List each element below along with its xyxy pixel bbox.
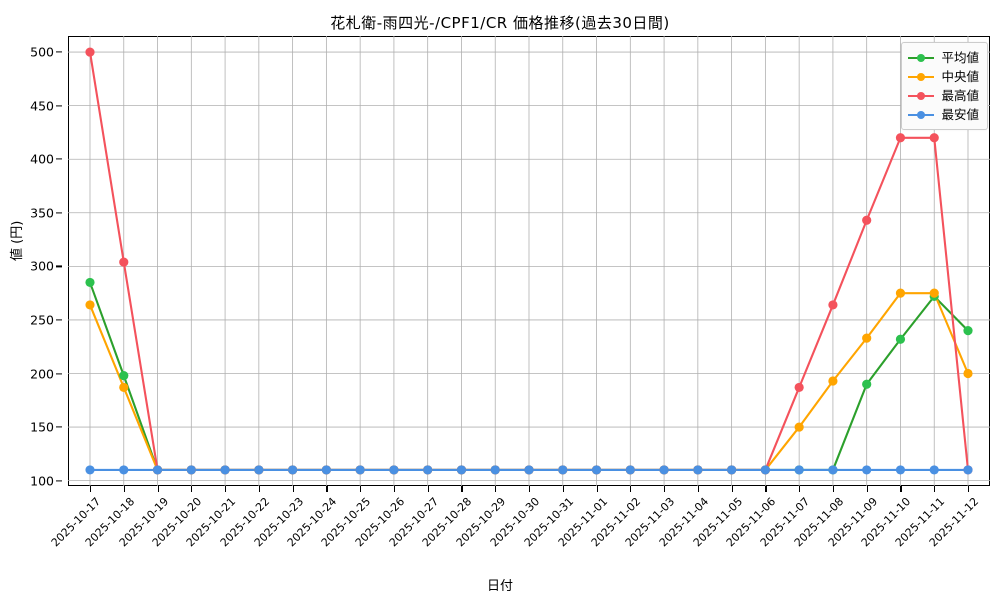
legend-item-4[interactable]: 最安値 xyxy=(908,105,979,124)
x-tick-mark xyxy=(191,486,193,492)
y-tick-mark xyxy=(56,426,62,428)
y-tick-mark xyxy=(56,105,62,107)
y-axis-ticks: 100 150 200 250 300 350 400 450 500 xyxy=(0,36,62,489)
x-tick-mark xyxy=(360,486,362,492)
x-tick-mark xyxy=(326,486,328,492)
y-tick-mark xyxy=(56,158,62,160)
y-tick-mark xyxy=(56,372,62,375)
y-tick-label: 150 xyxy=(30,419,54,435)
legend-item-1[interactable]: 平均値 xyxy=(908,48,979,67)
legend-marker-icon xyxy=(908,90,935,102)
x-tick-mark xyxy=(90,486,92,492)
x-tick-mark xyxy=(225,486,227,492)
y-tick-label: 500 xyxy=(30,44,54,60)
grid-lines xyxy=(68,36,990,486)
y-tick-label: 250 xyxy=(30,312,54,328)
x-tick-mark xyxy=(731,486,733,492)
y-tick-label: 200 xyxy=(30,366,54,381)
x-tick-mark xyxy=(596,486,598,492)
legend-marker-icon xyxy=(908,109,935,121)
x-tick-mark xyxy=(697,486,700,492)
y-tick-label: 450 xyxy=(30,98,54,114)
x-tick-mark xyxy=(664,486,666,492)
chart-title: 花札衛-雨四光-/CPF1/CR 価格推移(過去30日間) xyxy=(330,14,670,32)
chart-legend: 平均値中央値最高値最安値 xyxy=(901,42,988,130)
x-tick-mark xyxy=(258,486,261,492)
x-tick-mark xyxy=(292,486,294,492)
x-axis-ticks: 2025-10-17 2025-10-18 2025-10-19 2025-10-20… xyxy=(49,486,990,586)
x-tick-mark xyxy=(157,486,159,492)
x-tick-mark xyxy=(393,486,396,492)
y-tick-mark xyxy=(56,265,62,267)
x-tick-mark xyxy=(765,486,767,492)
x-tick-mark xyxy=(495,486,497,492)
x-tick-mark xyxy=(968,486,970,492)
y-tick-mark xyxy=(56,319,62,321)
y-tick-label: 100 xyxy=(30,473,54,489)
x-axis-label: 日付 xyxy=(486,579,513,594)
legend-item-3[interactable]: 最高値 xyxy=(908,86,979,105)
x-tick-mark xyxy=(562,486,564,492)
x-tick-mark xyxy=(529,486,531,492)
legend-marker-icon xyxy=(908,52,935,64)
legend-item-2[interactable]: 中央値 xyxy=(908,67,979,86)
x-tick-mark xyxy=(832,486,835,492)
x-tick-mark xyxy=(461,486,463,492)
y-tick-mark xyxy=(56,480,62,482)
x-tick-mark xyxy=(630,486,632,492)
legend-label: 最高値 xyxy=(941,87,979,103)
x-tick-mark xyxy=(799,486,801,492)
x-tick-mark xyxy=(900,486,902,492)
x-tick-mark xyxy=(123,486,125,492)
legend-label: 平均値 xyxy=(941,49,979,65)
x-tick-mark xyxy=(866,486,868,492)
y-tick-label: 300 xyxy=(30,258,54,274)
y-tick-label: 350 xyxy=(30,205,54,221)
series-lines xyxy=(85,47,973,475)
legend-marker-icon xyxy=(908,71,935,83)
plot-area xyxy=(68,36,990,486)
x-tick-mark xyxy=(427,486,429,492)
x-tick-mark xyxy=(934,486,936,492)
legend-label: 中央値 xyxy=(941,68,979,84)
y-tick-mark xyxy=(56,212,62,214)
y-tick-mark xyxy=(56,51,62,53)
y-tick-label: 400 xyxy=(30,151,54,167)
legend-label: 最安値 xyxy=(941,106,979,122)
